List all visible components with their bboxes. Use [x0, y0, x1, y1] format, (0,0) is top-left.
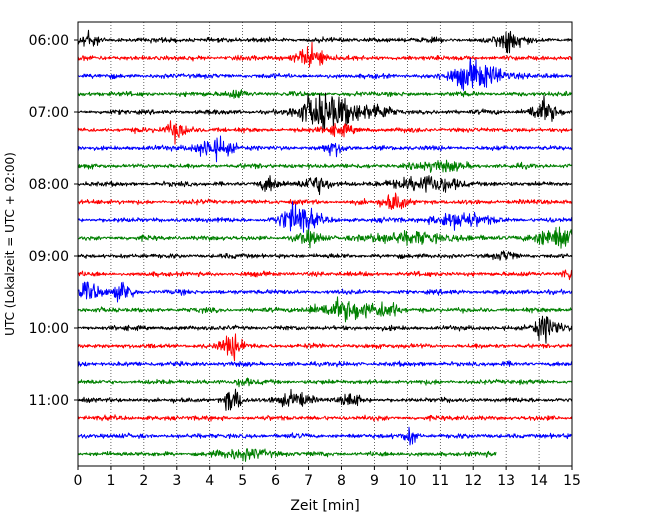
trace-0745	[77, 159, 573, 173]
seismic-traces	[77, 29, 573, 462]
x-tick-label-0: 0	[74, 473, 83, 489]
x-tick-label-12: 12	[464, 473, 482, 489]
trace-1145	[77, 448, 497, 462]
y-tick-label-0700: 07:00	[29, 105, 69, 121]
trace-0845	[77, 226, 573, 249]
x-tick-label-13: 13	[497, 473, 515, 489]
x-tick-label-7: 7	[304, 473, 313, 489]
y-tick-label-1000: 10:00	[29, 321, 69, 337]
x-tick-label-8: 8	[337, 473, 346, 489]
y-axis-label: UTC (Lokalzeit = UTC + 02:00)	[3, 152, 17, 336]
x-tick-label-3: 3	[172, 473, 181, 489]
x-tick-label-2: 2	[139, 473, 148, 489]
x-axis-ticks: 0 1 2 3 4 5 6 7 8 9 10 11 12 13 14 15	[74, 466, 581, 489]
trace-0830	[77, 201, 573, 234]
trace-1045	[77, 377, 573, 388]
trace-0900	[77, 250, 573, 261]
trace-0715	[77, 120, 573, 145]
trace-0945	[77, 296, 573, 323]
trace-1130	[77, 426, 573, 446]
x-tick-label-6: 6	[271, 473, 280, 489]
x-tick-label-10: 10	[398, 473, 416, 489]
trace-0815	[77, 192, 573, 210]
trace-0600	[77, 29, 573, 54]
trace-1100	[77, 388, 573, 411]
x-axis-label: Zeit [min]	[290, 498, 359, 514]
x-tick-label-14: 14	[530, 473, 548, 489]
trace-0730	[77, 135, 573, 163]
trace-0630	[77, 58, 573, 91]
x-tick-label-5: 5	[238, 473, 247, 489]
y-axis-ticks: 06:00 07:00 08:00 09:00 10:00 11:00	[29, 33, 78, 409]
y-tick-label-1100: 11:00	[29, 393, 69, 409]
trace-0800	[77, 175, 573, 196]
trace-0930	[77, 281, 573, 303]
y-tick-label-0900: 09:00	[29, 249, 69, 265]
plot-frame	[77, 21, 573, 467]
x-tick-label-15: 15	[563, 473, 581, 489]
trace-1015	[77, 333, 573, 362]
x-tick-label-9: 9	[370, 473, 379, 489]
trace-0615	[77, 41, 573, 68]
trace-0700	[77, 92, 573, 132]
trace-1030	[77, 360, 573, 368]
trace-1000	[77, 315, 573, 344]
trace-0915	[77, 269, 573, 281]
x-tick-label-1: 1	[106, 473, 115, 489]
y-tick-label-0800: 08:00	[29, 177, 69, 193]
trace-1115	[77, 414, 573, 422]
x-tick-label-4: 4	[205, 473, 214, 489]
x-tick-label-11: 11	[431, 473, 449, 489]
y-tick-label-0600: 06:00	[29, 33, 69, 49]
